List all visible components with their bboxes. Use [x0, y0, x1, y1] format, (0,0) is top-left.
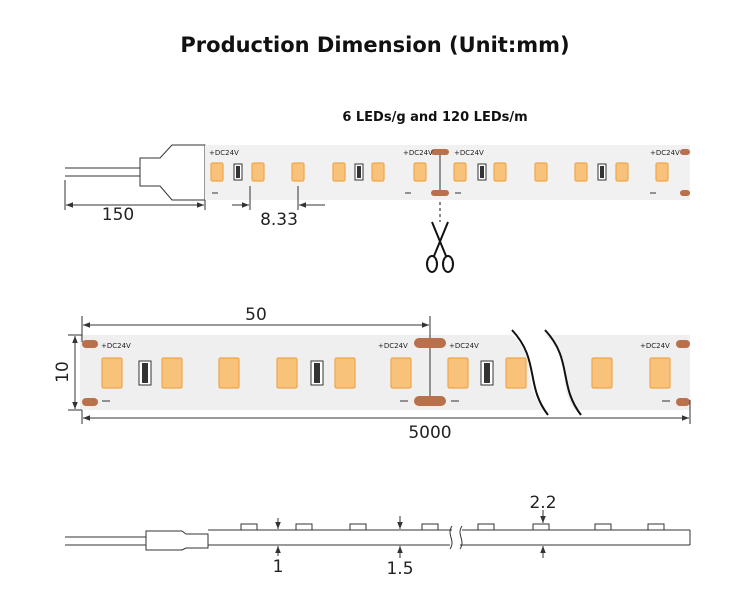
led — [332, 162, 346, 182]
solder-pad — [82, 398, 98, 406]
solder-pad — [414, 396, 446, 406]
led — [655, 162, 669, 182]
led — [291, 162, 305, 182]
subtitle: 6 LEDs/g and 120 LEDs/m — [342, 110, 527, 125]
resistor — [480, 166, 484, 178]
led-profile — [647, 523, 665, 531]
top-view: +DC24V +DC24V +DC24V +DC24V 150 8.33 — [64, 144, 690, 273]
dimension-label: 10 — [53, 361, 73, 383]
resistor — [484, 363, 490, 383]
solder-pad — [414, 338, 446, 348]
break-line — [544, 329, 582, 416]
connector — [139, 144, 206, 201]
scissors-icon — [426, 202, 454, 273]
resistor — [600, 166, 604, 178]
resistor — [142, 363, 148, 383]
led — [371, 162, 385, 182]
solder-pad — [676, 340, 690, 348]
led — [591, 357, 613, 389]
dimension-label: 2.2 — [529, 493, 556, 513]
led — [218, 357, 240, 389]
polarity-label: +DC24V — [209, 149, 239, 157]
led — [505, 357, 527, 389]
resistor — [357, 166, 361, 178]
led-profile — [594, 523, 612, 531]
title: Production Dimension (Unit:mm) — [180, 33, 569, 57]
led — [574, 162, 588, 182]
led — [276, 357, 298, 389]
resistor — [236, 166, 240, 178]
polarity-label: +DC24V — [650, 149, 680, 157]
break-line — [511, 329, 549, 416]
detail-view: +DC24V +DC24V +DC24V +DC24V 50 10 5000 — [53, 305, 691, 443]
led — [615, 162, 629, 182]
led — [413, 162, 427, 182]
break-line — [459, 525, 463, 550]
solder-pad — [82, 340, 98, 348]
solder-pad — [431, 190, 449, 196]
solder-pad — [680, 190, 690, 196]
led — [493, 162, 507, 182]
polarity-label: +DC24V — [449, 342, 479, 350]
connector — [145, 530, 209, 551]
led-profile — [532, 523, 550, 531]
led-profile — [349, 523, 367, 531]
led-profile — [240, 523, 258, 531]
dimension-label: 150 — [102, 205, 134, 225]
led — [534, 162, 548, 182]
dimension-label: 1 — [273, 557, 284, 577]
led — [649, 357, 671, 389]
solder-pad — [676, 398, 690, 406]
dimension-label: 50 — [245, 305, 267, 325]
led — [334, 357, 356, 389]
led — [161, 357, 183, 389]
solder-pad — [680, 149, 690, 155]
break-line — [449, 525, 453, 550]
polarity-label: +DC24V — [101, 342, 131, 350]
led — [101, 357, 123, 389]
dimension-label: 1.5 — [386, 559, 413, 579]
polarity-label: +DC24V — [640, 342, 670, 350]
led — [390, 357, 412, 389]
dimension-label: 5000 — [408, 423, 451, 443]
resistor — [314, 363, 320, 383]
polarity-label: +DC24V — [378, 342, 408, 350]
side-view: 1 1.5 2.2 — [65, 493, 691, 579]
led-profile — [477, 523, 495, 531]
polarity-label: +DC24V — [454, 149, 484, 157]
solder-pad — [431, 149, 449, 155]
led — [210, 162, 224, 182]
led-profile — [421, 523, 439, 531]
led — [251, 162, 265, 182]
led-profile — [295, 523, 313, 531]
dimension-label: 8.33 — [260, 210, 298, 230]
led — [453, 162, 467, 182]
polarity-label: +DC24V — [403, 149, 433, 157]
led — [447, 357, 469, 389]
